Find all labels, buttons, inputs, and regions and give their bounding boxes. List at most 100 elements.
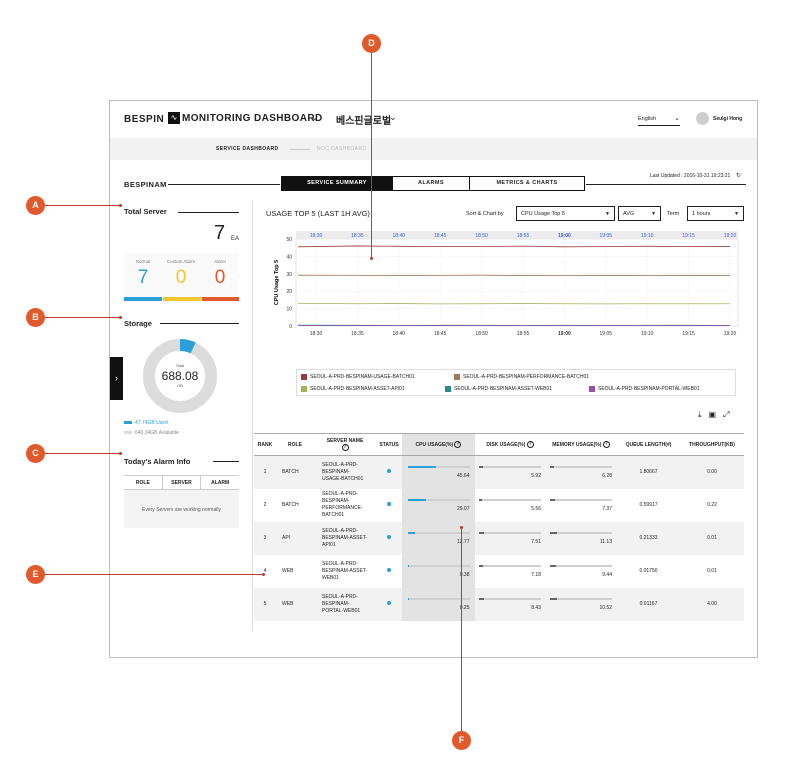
table-row[interactable]: 4 WEB SEOUL-A-PRD- BESPINAM-ASSET- WEB01 0.38… — [254, 554, 744, 588]
legend-item[interactable]: SEOUL-A-PRD-BESPINAM-USAGE-BATCH01 — [301, 374, 415, 380]
col-status[interactable]: STATUS — [376, 433, 402, 456]
storage-donut: Total 688.08 GB — [142, 338, 218, 414]
chevron-down-icon[interactable]: ⌄ — [389, 112, 397, 122]
sidebar-toggle-button[interactable]: › — [110, 357, 123, 400]
sort-select[interactable]: CPU Usage Top 5 ▼ — [516, 206, 615, 221]
company-selector[interactable]: 베스핀글로벌 — [336, 116, 392, 127]
caret-down-icon: ▼ — [734, 211, 739, 217]
server-name-part: BESPINAM-ASSET- — [322, 567, 368, 574]
stat-normal-value[interactable]: 7 — [137, 267, 149, 288]
tab-alarms[interactable]: ALARMS — [393, 177, 470, 190]
help-icon[interactable]: ? — [602, 441, 610, 448]
legend-item[interactable]: SEOUL-A-PRD-BESPINAM-PERFORMANCE-BATCH01 — [454, 374, 589, 380]
refresh-icon[interactable]: ↻ — [736, 173, 742, 179]
server-name-cell[interactable]: SEOUL-A-PRD- BESPINAM-ASSET- API01 — [314, 521, 376, 555]
series-line — [297, 245, 731, 248]
brand-logo[interactable]: BESPIN — [124, 114, 165, 125]
legend-swatch — [124, 431, 132, 435]
chevron-down-icon[interactable]: ⌄ — [311, 112, 319, 122]
legend-item[interactable]: SEOUL-A-PRD-BESPINAM-ASSET-WEB01 — [445, 386, 552, 392]
subnav-divider — [290, 149, 310, 150]
throughput-cell: 0.01 — [680, 521, 744, 555]
help-icon[interactable]: ? — [341, 444, 349, 451]
table-row[interactable]: 1 BATCH SEOUL-A-PRD- BESPINAM- USAGE-BATCH01… — [254, 455, 744, 489]
server-name-part: API01 — [322, 541, 336, 548]
section-rule — [160, 323, 239, 324]
col-memory-usage[interactable]: MEMORY USAGE(%) ? — [545, 433, 617, 456]
alarm-col-alarm[interactable]: ALARM — [211, 480, 230, 486]
scrubber-tick-label: 18:50 — [475, 233, 488, 239]
help-icon[interactable]: ? — [526, 441, 534, 448]
col-rank[interactable]: RANK — [254, 433, 276, 456]
col-throughput[interactable]: THROUGHPUT(KB) — [680, 433, 744, 456]
col-cpu-usage[interactable]: CPU USAGE(%) ? — [402, 433, 475, 456]
legend-item[interactable]: SEOUL-A-PRD-BESPINAM-ASSET-API01 — [301, 386, 405, 392]
save-icon[interactable]: ▣ — [708, 410, 717, 419]
download-icon[interactable]: ⤓ — [698, 410, 702, 419]
disk-usage-bar: 5.92 — [479, 462, 541, 482]
fullscreen-icon[interactable]: ⤢ — [723, 410, 730, 419]
scrubber-tick-label: 18:55 — [517, 233, 530, 239]
alarm-empty-message: Every Servers are working normally — [142, 507, 221, 513]
disk-usage-value: 7.51 — [531, 539, 541, 545]
chart-legend: SEOUL-A-PRD-BESPINAM-USAGE-BATCH01 SEOUL… — [296, 369, 736, 396]
server-name-part: WEB01 — [322, 574, 339, 581]
server-name-part: PORTAL-WEB01 — [322, 607, 361, 614]
callout-e: E — [26, 565, 45, 584]
avatar[interactable] — [696, 112, 709, 125]
y-tick-label: 20 — [286, 289, 292, 295]
col-role[interactable]: ROLE — [276, 433, 314, 456]
col-disk-usage[interactable]: DISK USAGE(%) ? — [475, 433, 545, 456]
server-name-cell[interactable]: SEOUL-A-PRD- BESPINAM-ASSET- WEB01 — [314, 555, 376, 588]
legend-item[interactable]: SEOUL-A-PRD-BESPINAM-PORTAL-WEB01 — [589, 386, 700, 392]
tab-service-summary[interactable]: SERVICE SUMMARY — [282, 177, 393, 190]
server-name-cell[interactable]: SEOUL-A-PRD- BESPINAM- PERFORMANCE- BATCH01 — [314, 489, 376, 522]
tab-metrics-charts[interactable]: METRICS & CHARTS — [470, 177, 584, 190]
legend-swatch — [301, 386, 307, 392]
status-cell — [376, 555, 402, 588]
sub-navigation: SERVICE DASHBOARD NOC DASHBOARD — [110, 138, 757, 160]
disk-cell: 8.43 — [475, 587, 545, 621]
queue-cell: 0.01750 — [639, 568, 658, 574]
monitor-title[interactable]: MONITORING DASHBOARD — [182, 113, 323, 124]
table-row[interactable]: 5 WEB SEOUL-A-PRD- BESPINAM- PORTAL-WEB01 0.2… — [254, 587, 744, 621]
stat-custom-alarm-value[interactable]: 0 — [175, 267, 187, 288]
page-title: BESPINAM — [124, 180, 167, 189]
bar-fill — [550, 532, 557, 534]
stat-alarm-value[interactable]: 0 — [214, 267, 226, 288]
subnav-noc-dashboard[interactable]: NOC DASHBOARD — [317, 146, 367, 152]
cpu-cell: 45.64 — [402, 455, 475, 489]
col-server-name[interactable]: SERVER NAME? — [314, 433, 376, 456]
aggregate-select[interactable]: AVG ▼ — [618, 206, 661, 221]
term-select[interactable]: 1 hours ▼ — [687, 206, 744, 221]
subnav-service-dashboard[interactable]: SERVICE DASHBOARD — [216, 146, 279, 152]
language-value: English — [638, 116, 657, 122]
cpu-usage-chart[interactable]: 0 10 20 30 40 50 18:30 18:30 18:35 18:35 18:40 18:4… — [268, 231, 744, 399]
server-name-cell[interactable]: SEOUL-A-PRD- BESPINAM- PORTAL-WEB01 — [314, 587, 376, 621]
alarm-col-role[interactable]: ROLE — [124, 476, 163, 489]
help-icon[interactable]: ? — [454, 441, 462, 448]
cpu-usage-bar: 0.38 — [407, 561, 470, 581]
queue-cell: 0.59917 — [639, 502, 658, 508]
table-row[interactable]: 3 API SEOUL-A-PRD- BESPINAM-ASSET- API01 12.7… — [254, 521, 744, 555]
language-select[interactable]: English ⌄ — [638, 112, 680, 126]
bar-track — [479, 565, 541, 567]
alarm-col-server[interactable]: SERVER — [163, 476, 202, 489]
y-tick-label: 50 — [286, 237, 292, 243]
server-name-cell[interactable]: SEOUL-A-PRD- BESPINAM- USAGE-BATCH01 — [314, 455, 376, 489]
legend-label: SEOUL-A-PRD-BESPINAM-PORTAL-WEB01 — [598, 386, 700, 392]
callout-f: F — [452, 731, 471, 750]
disk-cell: 7.18 — [475, 555, 545, 588]
scrubber-tick-label: 19:05 — [600, 233, 613, 239]
disk-cell: 5.56 — [475, 489, 545, 522]
role-cell: WEB — [282, 568, 294, 574]
user-name[interactable]: Seulgi Hong — [713, 116, 743, 122]
server-name-part: BESPINAM- — [322, 468, 350, 475]
x-tick-label: 19:05 — [600, 331, 613, 337]
throughput-cell: 0.22 — [707, 502, 717, 508]
bar-track — [479, 499, 541, 501]
callout-dot — [119, 316, 122, 319]
col-queue-length[interactable]: QUEUE LENGTH(#) — [617, 433, 680, 456]
cpu-usage-bar: 0.25 — [407, 594, 470, 614]
table-row[interactable]: 2 BATCH SEOUL-A-PRD- BESPINAM- PERFORMANCE- B… — [254, 488, 744, 522]
